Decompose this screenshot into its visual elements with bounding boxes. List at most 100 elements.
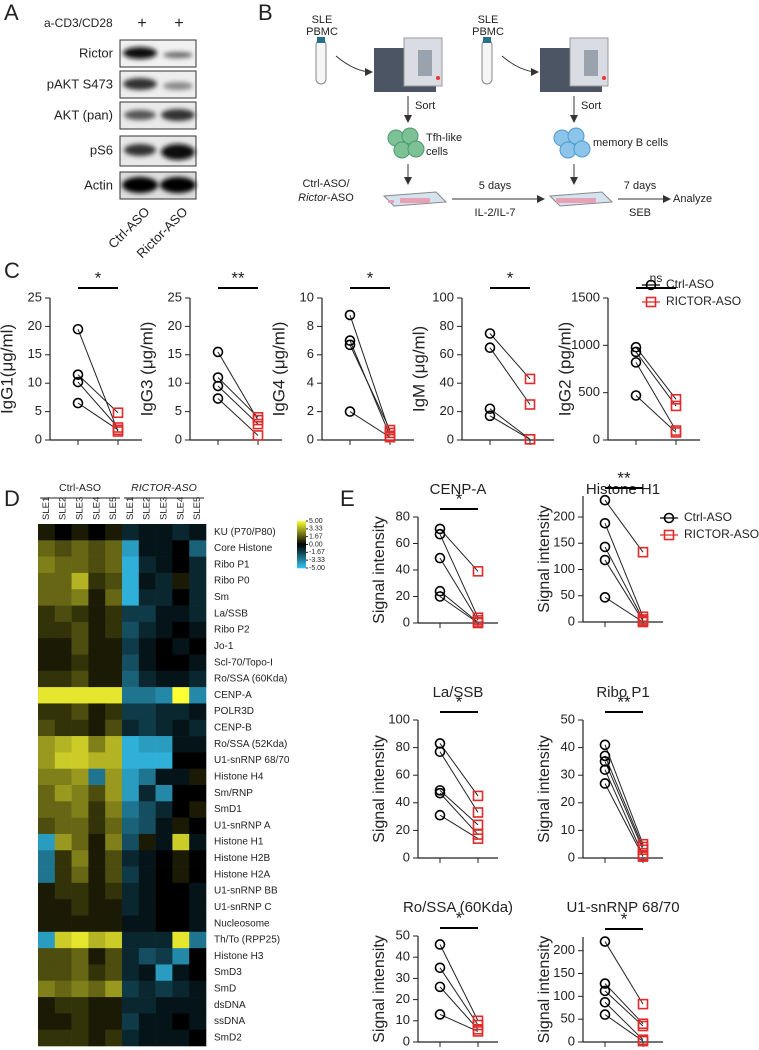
data-point bbox=[637, 998, 649, 1010]
heatmap-cell bbox=[155, 882, 173, 900]
row-label: KU (P70/P80) bbox=[214, 527, 276, 538]
heatmap-cell bbox=[122, 638, 140, 655]
heatmap-cell bbox=[138, 703, 156, 721]
colorbar-step bbox=[297, 565, 306, 568]
significance-label: * bbox=[456, 692, 463, 711]
data-point bbox=[384, 431, 396, 443]
row-label: U1-snRNP A bbox=[214, 820, 271, 831]
data-point bbox=[344, 406, 356, 417]
heatmap-cell bbox=[54, 785, 72, 802]
y-tick-label: 100 bbox=[553, 561, 575, 576]
y-axis-label: IgG3 (μg/ml) bbox=[137, 322, 156, 417]
heatmap-cell bbox=[105, 638, 123, 655]
colorbar-step bbox=[297, 559, 306, 562]
heatmap-cell bbox=[105, 540, 123, 557]
heatmap-cell bbox=[172, 654, 190, 672]
step-label: IL-2/IL-7 bbox=[475, 207, 516, 219]
treatment-mark: + bbox=[137, 15, 146, 32]
heatmap-cell bbox=[88, 638, 106, 655]
heatmap-cell bbox=[71, 556, 89, 574]
pair-line bbox=[77, 381, 119, 428]
heatmap-cell bbox=[88, 687, 106, 704]
column-label: SLE3 bbox=[159, 497, 170, 520]
y-tick-label: 10 bbox=[300, 289, 314, 304]
pair-line bbox=[439, 590, 479, 623]
pair-line bbox=[217, 385, 259, 425]
step-label: Sort bbox=[581, 100, 601, 112]
y-tick-label: 6 bbox=[307, 346, 314, 361]
y-tick-label: 50 bbox=[561, 587, 575, 602]
heatmap-cell bbox=[138, 801, 156, 818]
heatmap-cell bbox=[105, 833, 123, 851]
heatmap-cell bbox=[105, 736, 123, 753]
step-label: SEB bbox=[629, 207, 651, 219]
data-point bbox=[72, 376, 84, 388]
heatmap-cell bbox=[155, 899, 173, 916]
pair-line bbox=[77, 374, 119, 414]
legend-label: Ctrl-ASO bbox=[684, 510, 732, 524]
heatmap-cell bbox=[38, 719, 56, 737]
heatmap-cell bbox=[54, 589, 72, 606]
condition-label: Rictor bbox=[298, 192, 328, 204]
data-point bbox=[252, 430, 264, 441]
y-tick-label: 100 bbox=[388, 711, 410, 726]
heatmap-cell bbox=[122, 948, 140, 965]
heatmap-cell bbox=[88, 964, 106, 982]
heatmap-cell bbox=[38, 752, 56, 769]
data-point bbox=[434, 523, 446, 535]
heatmap-cell bbox=[38, 605, 56, 623]
data-point bbox=[599, 936, 611, 947]
y-tick-label: 0 bbox=[593, 431, 600, 446]
y-axis-label: Signal intensity bbox=[371, 735, 388, 843]
heatmap-cell bbox=[155, 524, 173, 541]
heatmap-cell bbox=[155, 866, 173, 884]
heatmap-cell bbox=[172, 768, 190, 786]
heatmap-cell bbox=[172, 801, 190, 818]
colorbar-step bbox=[297, 532, 306, 535]
heatmap-cell bbox=[189, 850, 207, 867]
data-point bbox=[484, 328, 496, 339]
pair-line bbox=[217, 351, 259, 421]
colorbar-label: 5.00 bbox=[309, 518, 323, 525]
heatmap-cell bbox=[122, 589, 140, 606]
heatmap-cell bbox=[105, 964, 123, 982]
heatmap-cell bbox=[105, 703, 123, 721]
heatmap-cell bbox=[54, 1029, 72, 1047]
y-tick-label: 20 bbox=[168, 318, 182, 333]
data-point bbox=[630, 346, 642, 358]
colorbar-step bbox=[297, 557, 306, 559]
heatmap-cell bbox=[88, 1013, 106, 1030]
data-point bbox=[637, 851, 649, 862]
y-axis-label: Signal intensity bbox=[371, 935, 388, 1043]
heatmap-cell bbox=[122, 752, 140, 769]
heatmap-cell bbox=[189, 948, 207, 965]
pair-line bbox=[349, 411, 391, 438]
data-point bbox=[599, 764, 611, 775]
y-tick-label: 0 bbox=[568, 849, 575, 864]
y-tick-label: 40 bbox=[396, 561, 410, 576]
heatmap-cell bbox=[105, 899, 123, 916]
data-point bbox=[472, 566, 484, 577]
heatmap-cell bbox=[105, 817, 123, 835]
heatmap-cell bbox=[122, 621, 140, 639]
step-label: 7 days bbox=[624, 180, 657, 192]
heatmap-cell bbox=[189, 801, 207, 818]
y-axis-label: IgM (μg/ml) bbox=[409, 326, 428, 412]
panel-label: D bbox=[4, 486, 20, 511]
heatmap-cell bbox=[189, 703, 207, 721]
pair-line bbox=[77, 402, 119, 431]
heatmap-cell bbox=[122, 572, 140, 590]
heatmap-cell bbox=[38, 948, 56, 965]
heatmap-cell bbox=[155, 556, 173, 574]
pair-line bbox=[489, 333, 531, 380]
heatmap-cell bbox=[54, 866, 72, 884]
heatmap-cell bbox=[71, 654, 89, 672]
heatmap-cell bbox=[88, 931, 106, 949]
panel-label: C bbox=[4, 258, 20, 283]
heatmap-cell bbox=[138, 556, 156, 574]
heatmap-cell bbox=[172, 882, 190, 900]
heatmap-cell bbox=[38, 866, 56, 884]
heatmap-cell bbox=[38, 899, 56, 916]
heatmap-cell bbox=[38, 964, 56, 982]
colorbar-step bbox=[297, 552, 306, 555]
